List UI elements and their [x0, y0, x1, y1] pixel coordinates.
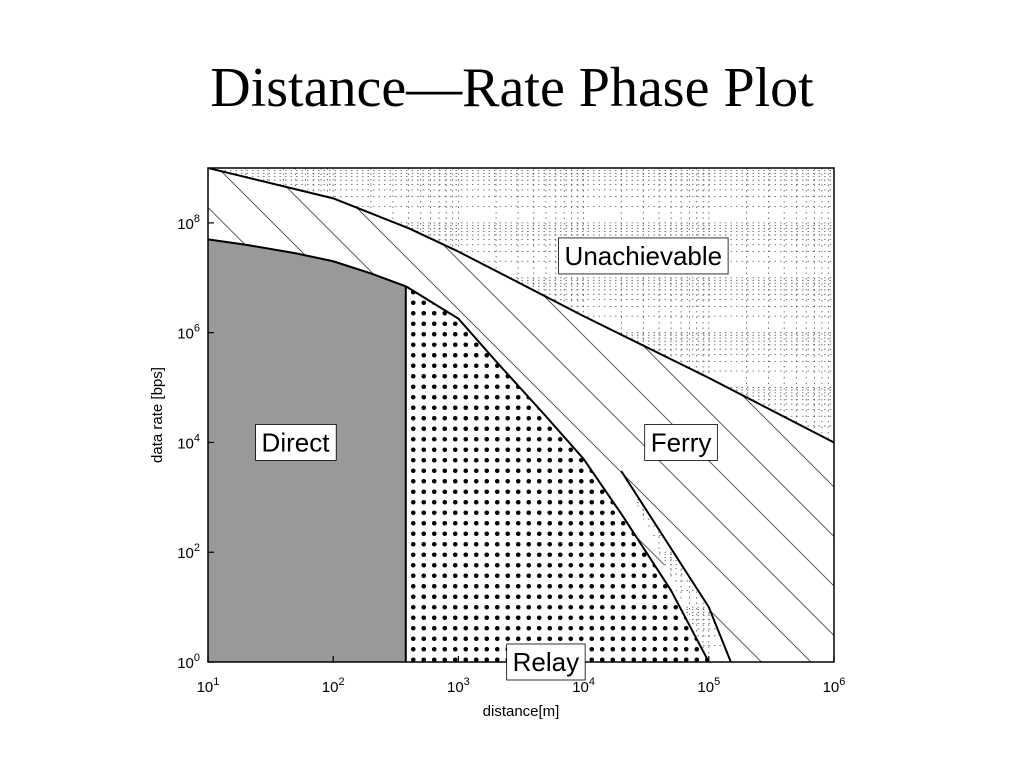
unachievable-label-group: Unachievable — [558, 237, 729, 275]
y-axis-label: data rate [bps] — [149, 367, 166, 463]
y-tick-label: 100 — [177, 652, 200, 672]
slide-title: Distance—Rate Phase Plot — [210, 57, 814, 119]
x-tick-label: 104 — [572, 676, 595, 696]
y-tick-label: 106 — [177, 323, 200, 343]
relay-label-box — [506, 643, 586, 681]
x-axis-label: distance[m] — [483, 703, 560, 720]
direct-label-box — [255, 424, 337, 461]
x-tick-label: 102 — [322, 676, 345, 696]
y-tick-label: 104 — [177, 432, 200, 452]
unachievable-label: Unachievable — [565, 241, 723, 271]
ferry-label: Ferry — [651, 427, 712, 457]
relay-label: Relay — [513, 647, 579, 677]
relay-boundary — [405, 285, 710, 662]
x-tick-label: 103 — [447, 676, 470, 696]
x-tick-label: 105 — [697, 676, 720, 696]
relay-region — [405, 286, 709, 662]
unachievable-label-box — [558, 237, 729, 275]
direct-label-group: Direct — [255, 424, 337, 461]
relay-label-group: Relay — [506, 643, 586, 681]
direct-boundary — [208, 238, 407, 288]
ferry-label-group: Ferry — [644, 424, 718, 461]
y-tick-label: 108 — [177, 213, 200, 233]
direct-label: Direct — [262, 427, 331, 457]
ferry-label-box — [644, 424, 718, 461]
ferry-region — [208, 168, 834, 662]
ferry-lower-boundary — [620, 470, 732, 662]
y-tick-label: 102 — [177, 542, 200, 562]
x-tick-label: 106 — [823, 676, 846, 696]
ferry-boundary — [208, 168, 834, 444]
x-tick-label: 101 — [197, 676, 220, 696]
